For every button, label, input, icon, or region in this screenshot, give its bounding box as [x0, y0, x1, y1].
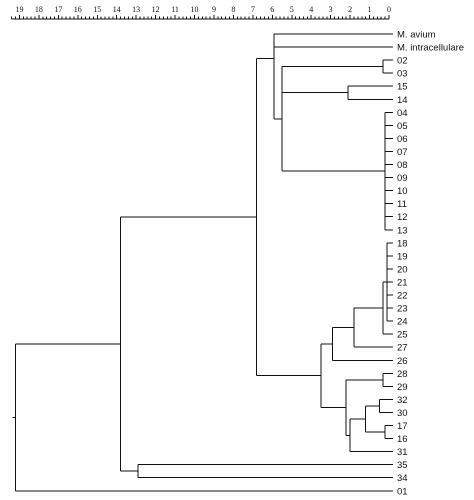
scale-tick-label: 16: [74, 5, 82, 14]
leaf-label-06: 06: [397, 134, 408, 145]
leaf-label-28: 28: [397, 369, 408, 380]
leaf-label-19: 19: [397, 251, 408, 262]
leaf-label-35: 35: [397, 460, 408, 471]
leaf-label-17: 17: [397, 421, 408, 432]
scale-tick-label: 4: [309, 5, 313, 14]
scale-tick-label: 12: [152, 5, 160, 14]
scale-tick-label: 1: [368, 5, 372, 14]
leaf-label-23: 23: [397, 304, 408, 315]
scale-tick-label: 7: [251, 5, 255, 14]
leaf-label-15: 15: [397, 82, 408, 93]
leaf-label-20: 20: [397, 264, 408, 275]
scale-tick-label: 10: [191, 5, 199, 14]
scale-tick-label: 19: [15, 5, 23, 14]
scale-tick-label: 13: [132, 5, 140, 14]
leaf-label-04: 04: [397, 108, 408, 119]
scale-tick-label: 11: [171, 5, 179, 14]
leaf-label-16: 16: [397, 434, 408, 445]
leaf-label-34: 34: [397, 473, 408, 484]
leaf-label-12: 12: [397, 212, 408, 223]
leaf-label-11: 11: [397, 199, 407, 210]
leaf-label-09: 09: [397, 173, 408, 184]
leaf-label-32: 32: [397, 395, 408, 406]
scale-tick-label: 14: [113, 5, 121, 14]
leaf-label-14: 14: [397, 95, 408, 106]
leaf-label-avium: M. avium: [397, 30, 436, 41]
leaf-label-07: 07: [397, 147, 408, 158]
leaf-label-10: 10: [397, 186, 408, 197]
leaf-label-02: 02: [397, 56, 408, 67]
leaf-label-21: 21: [397, 277, 408, 288]
scale-tick-label: 6: [270, 5, 274, 14]
scale-tick-label: 18: [35, 5, 43, 14]
leaf-label-13: 13: [397, 225, 408, 236]
scale-tick-label: 8: [231, 5, 235, 14]
scale-tick-label: 15: [93, 5, 101, 14]
scale-tick-label: 17: [54, 5, 62, 14]
leaf-label-18: 18: [397, 238, 408, 249]
leaf-label-24: 24: [397, 317, 408, 328]
leaf-label-01: 01: [397, 486, 408, 497]
leaf-label-25: 25: [397, 330, 408, 341]
leaf-label-22: 22: [397, 291, 408, 302]
distance-scale: 19 18 17 16 15 14 13 12 11 10 9 8 7 6 5 4 3 2 1 0: [11, 5, 391, 20]
leaf-label-27: 27: [397, 343, 408, 354]
leaf-labels: M. avium M. intracellulare 02 03 15 14 04 05 06 0…: [397, 30, 464, 498]
dendrogram-branches: [12, 33, 393, 492]
leaf-label-29: 29: [397, 382, 408, 393]
leaf-label-31: 31: [397, 447, 408, 458]
scale-tick-label: 5: [290, 5, 294, 14]
scale-tick-label: 0: [387, 5, 391, 14]
leaf-label-08: 08: [397, 160, 408, 171]
scale-tick-label: 2: [348, 5, 352, 14]
leaf-label-intra: M. intracellulare: [397, 43, 464, 54]
leaf-label-26: 26: [397, 356, 408, 367]
leaf-label-03: 03: [397, 69, 408, 80]
scale-tick-label: 3: [329, 5, 333, 14]
leaf-label-05: 05: [397, 121, 408, 132]
scale-tick-label: 9: [212, 5, 216, 14]
leaf-label-30: 30: [397, 408, 408, 419]
